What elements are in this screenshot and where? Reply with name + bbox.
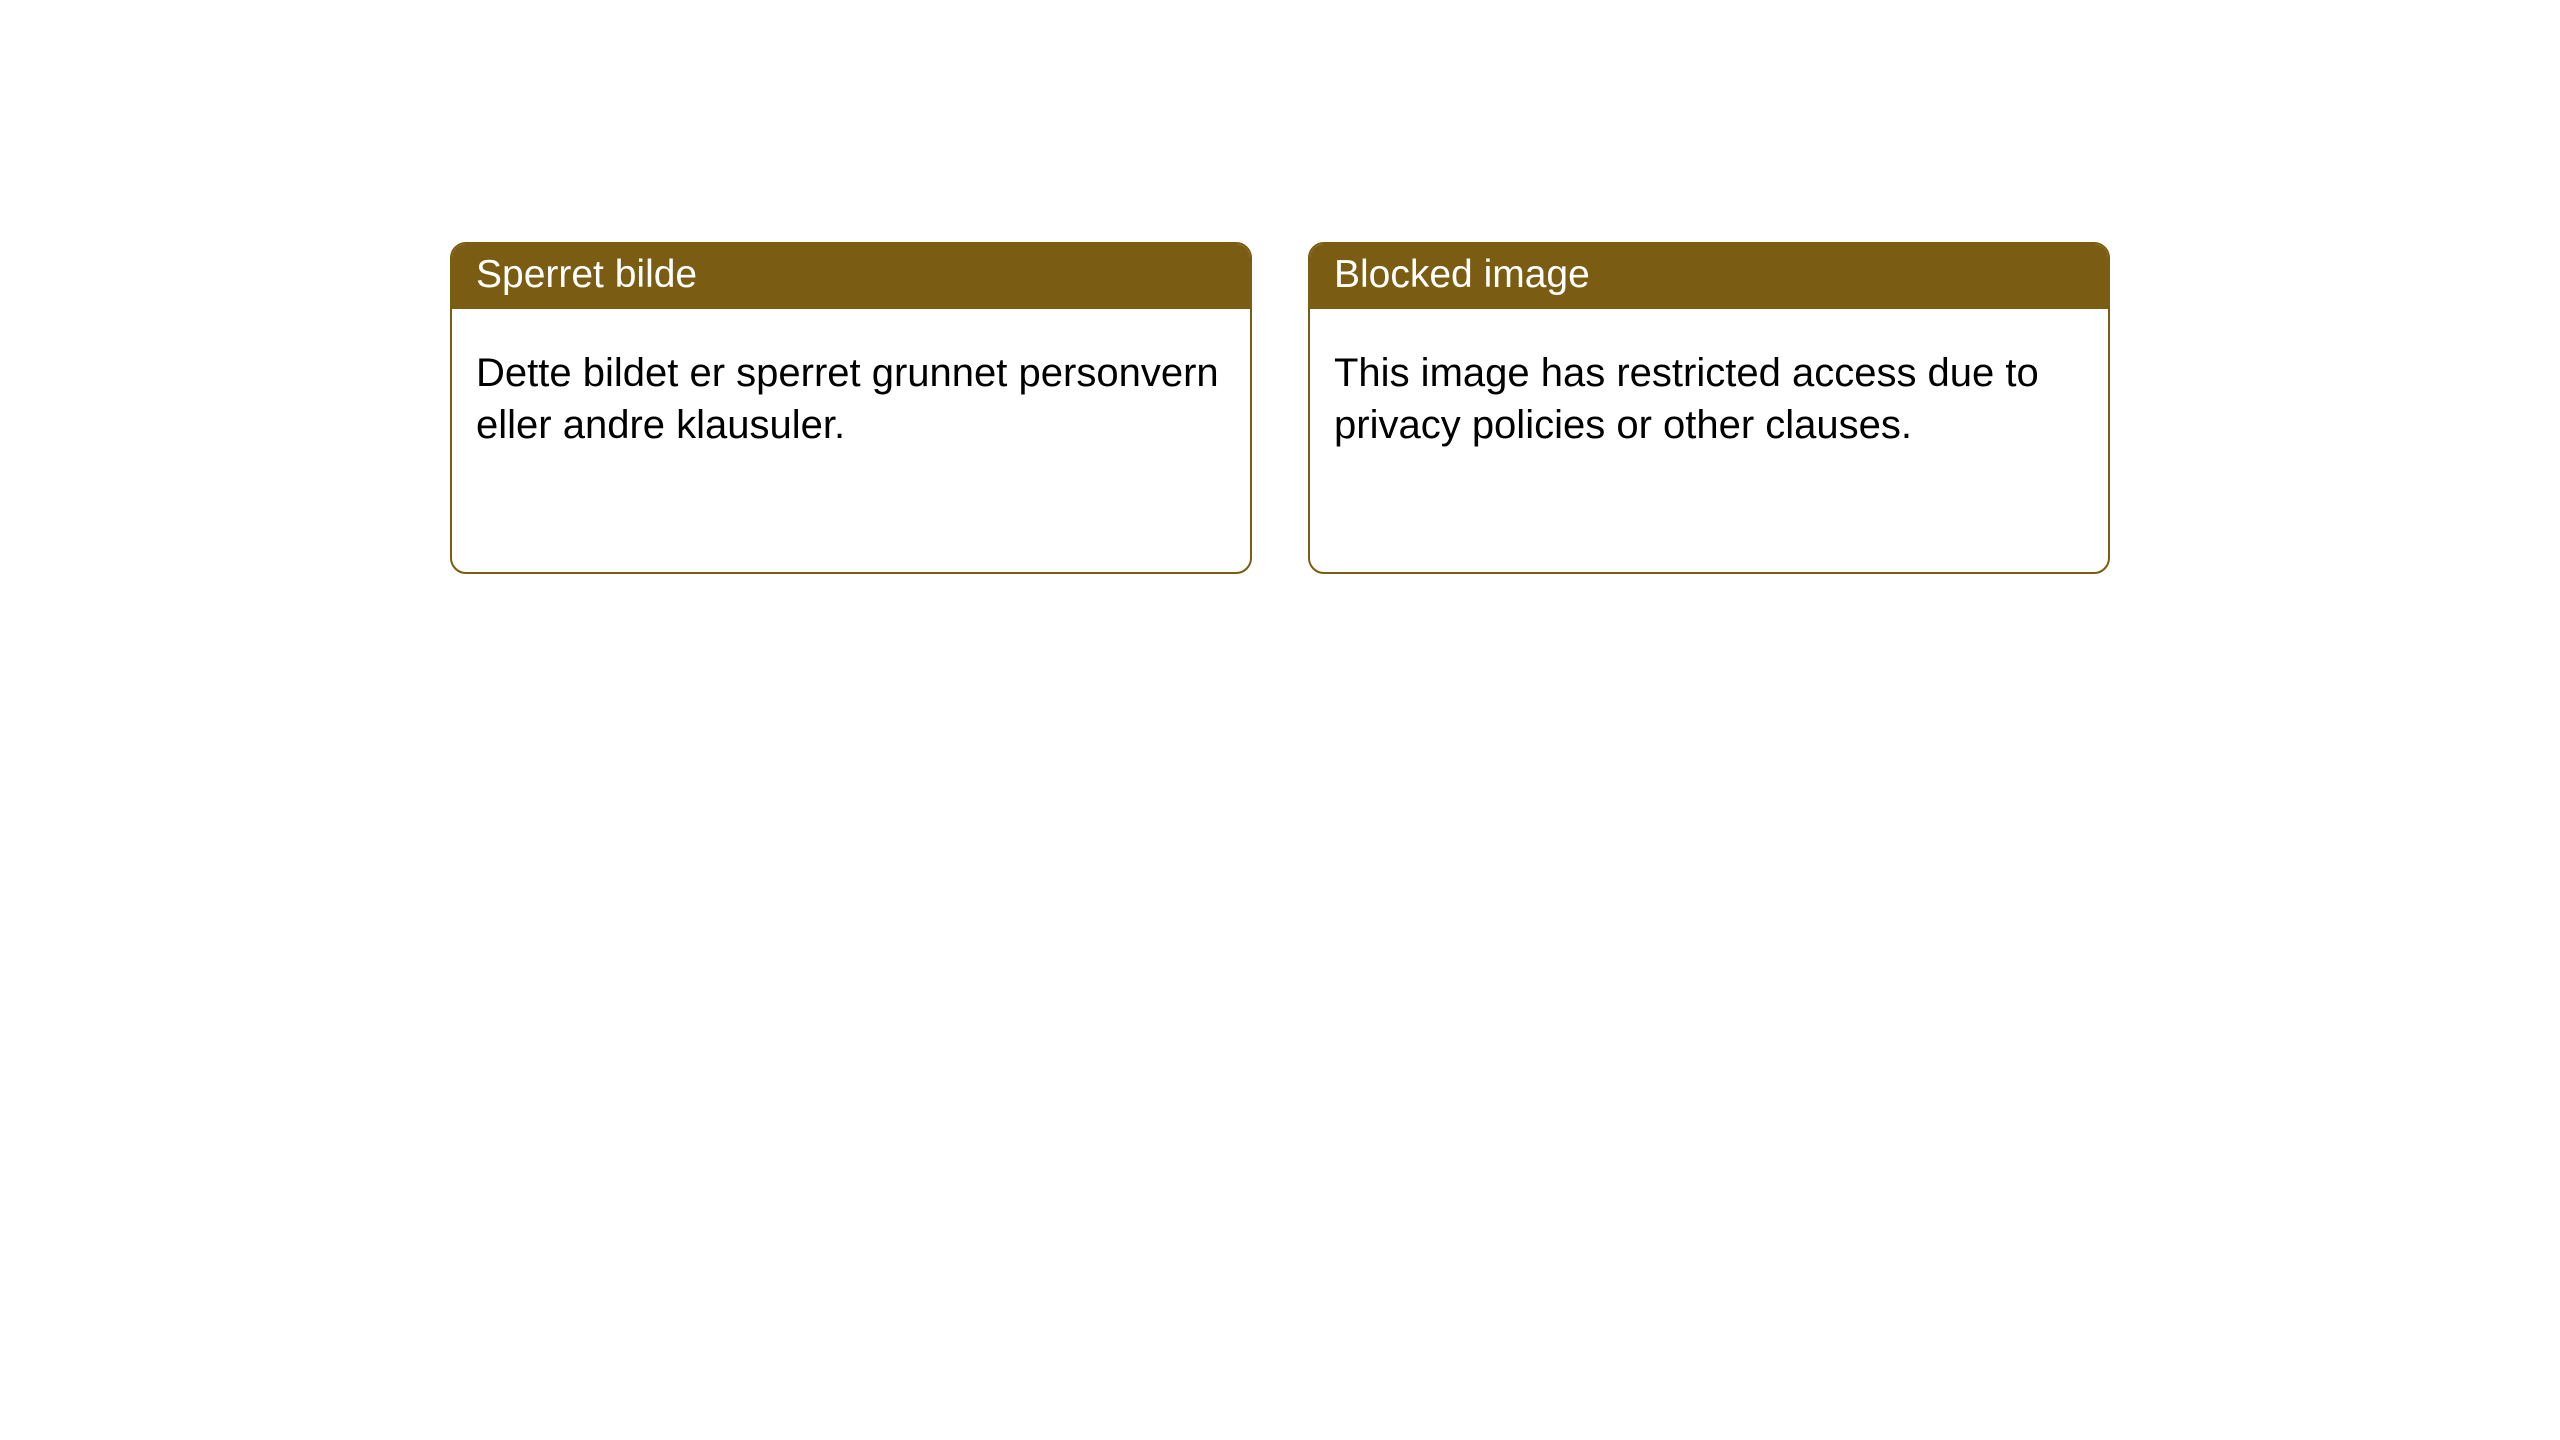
notice-header: Blocked image (1310, 244, 2108, 309)
notice-container: Sperret bilde Dette bildet er sperret gr… (0, 0, 2560, 574)
notice-card-english: Blocked image This image has restricted … (1308, 242, 2110, 574)
notice-body: Dette bildet er sperret grunnet personve… (452, 309, 1250, 475)
notice-header: Sperret bilde (452, 244, 1250, 309)
notice-card-norwegian: Sperret bilde Dette bildet er sperret gr… (450, 242, 1252, 574)
notice-body: This image has restricted access due to … (1310, 309, 2108, 475)
